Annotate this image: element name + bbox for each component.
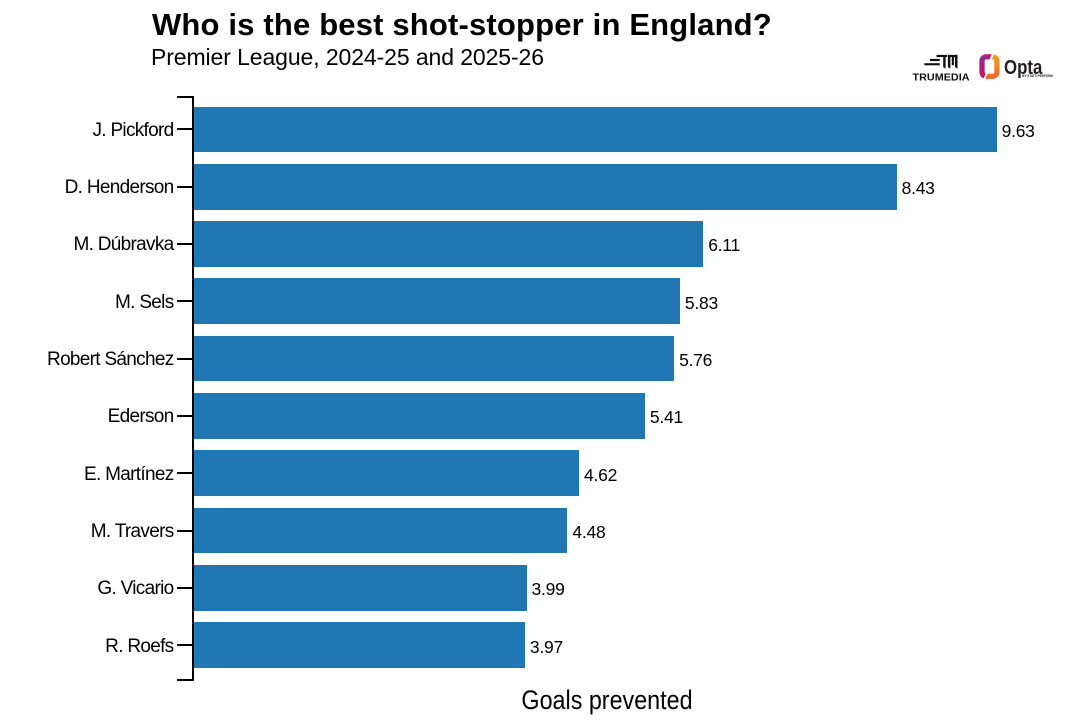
- svg-text:Opta: Opta: [1004, 56, 1043, 79]
- svg-text:TRUMEDIA: TRUMEDIA: [913, 73, 970, 82]
- svg-text:BY STATS PERFORM: BY STATS PERFORM: [1022, 74, 1053, 78]
